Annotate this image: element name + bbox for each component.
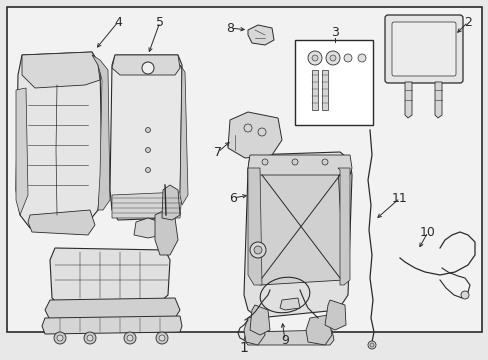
Circle shape (325, 51, 339, 65)
Polygon shape (110, 55, 182, 220)
Circle shape (329, 55, 335, 61)
FancyBboxPatch shape (7, 7, 481, 332)
Circle shape (369, 343, 373, 347)
Text: 8: 8 (225, 22, 234, 35)
Circle shape (321, 159, 327, 165)
Circle shape (145, 167, 150, 172)
Polygon shape (112, 192, 182, 218)
Text: 10: 10 (419, 225, 435, 239)
Circle shape (307, 51, 321, 65)
Circle shape (54, 332, 66, 344)
Circle shape (460, 291, 468, 299)
Circle shape (367, 341, 375, 349)
Circle shape (159, 335, 164, 341)
Circle shape (262, 159, 267, 165)
Text: 2: 2 (463, 15, 471, 28)
Polygon shape (434, 82, 441, 118)
Polygon shape (249, 305, 269, 335)
Polygon shape (155, 210, 178, 255)
Polygon shape (45, 298, 180, 320)
Polygon shape (253, 168, 343, 285)
Polygon shape (247, 168, 262, 285)
Polygon shape (16, 52, 102, 228)
Polygon shape (337, 168, 349, 285)
Polygon shape (321, 70, 327, 110)
Text: 3: 3 (330, 26, 338, 39)
Polygon shape (22, 52, 100, 88)
Polygon shape (28, 210, 95, 235)
Circle shape (357, 54, 365, 62)
Circle shape (145, 148, 150, 153)
Circle shape (291, 159, 297, 165)
Circle shape (57, 335, 63, 341)
Text: 9: 9 (281, 333, 288, 346)
Text: 5: 5 (156, 15, 163, 28)
Polygon shape (305, 315, 331, 345)
Polygon shape (311, 70, 317, 110)
Polygon shape (244, 330, 333, 345)
Circle shape (311, 55, 317, 61)
Text: 4: 4 (114, 15, 122, 28)
Polygon shape (134, 218, 162, 238)
Circle shape (142, 62, 154, 74)
Polygon shape (50, 248, 170, 305)
Polygon shape (180, 65, 187, 205)
Polygon shape (92, 55, 110, 210)
FancyBboxPatch shape (391, 22, 455, 76)
Circle shape (87, 335, 93, 341)
Text: 7: 7 (214, 145, 222, 158)
Polygon shape (227, 112, 282, 158)
Circle shape (127, 335, 133, 341)
Text: 11: 11 (391, 192, 407, 204)
Circle shape (156, 332, 168, 344)
Circle shape (249, 242, 265, 258)
Polygon shape (247, 25, 273, 45)
Polygon shape (16, 88, 28, 215)
Text: 6: 6 (228, 192, 237, 204)
FancyBboxPatch shape (294, 40, 372, 125)
Polygon shape (244, 315, 264, 345)
Polygon shape (247, 155, 351, 175)
Polygon shape (325, 300, 346, 330)
Circle shape (84, 332, 96, 344)
Polygon shape (244, 152, 351, 318)
FancyBboxPatch shape (384, 15, 462, 83)
Polygon shape (112, 55, 180, 75)
Circle shape (253, 246, 262, 254)
Polygon shape (280, 298, 299, 310)
Circle shape (343, 54, 351, 62)
Polygon shape (404, 82, 411, 118)
Polygon shape (42, 316, 182, 334)
Polygon shape (162, 185, 180, 220)
Text: 1: 1 (239, 341, 248, 355)
Circle shape (124, 332, 136, 344)
Circle shape (145, 127, 150, 132)
